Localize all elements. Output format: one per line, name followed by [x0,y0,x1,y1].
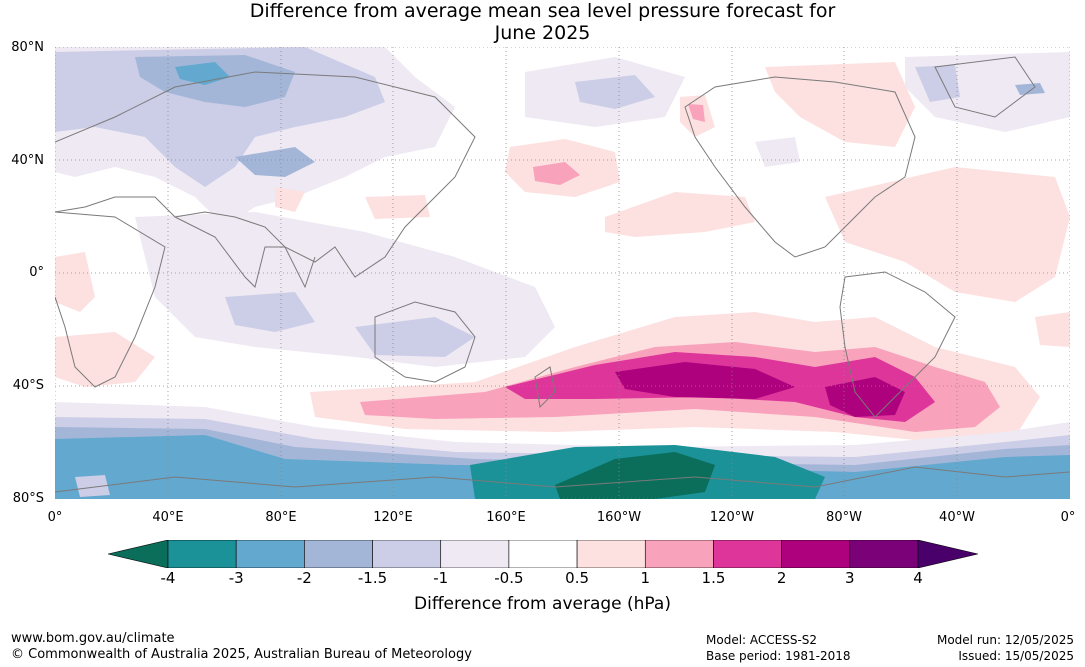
contour-pos05-africa-west [55,252,95,312]
colorbar-segment [644,539,714,569]
colorbar-arrow-low [107,539,169,569]
contour-pos05-sw-indian [55,332,155,387]
lon-label-0: 0° [47,510,63,525]
lon-label-120e: 120°E [373,510,413,525]
colorbar-tick-label: -2 [296,569,312,587]
colorbar-tick-label: 0.5 [565,569,590,587]
map-svg [55,47,1070,499]
colorbar-segment [235,539,305,569]
contour-pos05-south-atlantic-east [1035,312,1070,347]
colorbar-segment [508,539,578,569]
colorbar-tick-label: -1 [433,569,449,587]
contour-pos1-north-pacific [533,162,580,185]
contour-pos05-canada [765,62,915,147]
colorbar-segment [440,539,510,569]
lon-label-40e: 40°E [152,510,184,525]
contour-neg1-arctic [575,75,655,109]
lat-label-40s: 40°S [12,378,44,393]
lat-label-80n: 80°N [11,40,44,55]
colorbar-label: Difference from average (hPa) [414,594,671,614]
coast-africa [55,211,166,388]
contour-pos1-alaska [688,104,705,122]
footer-issued: Issued: 15/05/2025 [958,649,1074,663]
contour-neg05-canada [755,137,800,167]
coast-australia [374,301,476,383]
colorbar-segment [713,539,782,569]
contour-neg1-north [55,47,385,187]
lon-label-80w: 80°W [826,510,862,525]
title-line-2: June 2025 [494,22,591,44]
map-title: Difference from average mean sea level p… [0,0,1085,44]
colorbar-arrow-high [917,539,979,569]
contour-pos05-arabia [275,187,305,212]
colorbar-tick-label: 1.5 [701,569,726,587]
colorbar-tick-label: -3 [228,569,244,587]
footer-model: Model: ACCESS-S2 [706,633,818,647]
contour-pos2-southern [615,362,795,399]
coast-eurasia [55,71,476,278]
contour-neg4-antarctic [555,452,715,499]
colorbar [107,539,979,569]
coast-arabia-india [174,216,316,289]
contour-pos05-atlantic [825,167,1070,302]
contour-neg1-greenland-east [1015,83,1045,95]
contour-neg1-weddell [75,475,110,497]
colorbar-tick-label: -1.5 [357,569,388,587]
contour-pos05-china [365,195,430,219]
contour-neg15-east-asia [235,147,315,177]
contour-neg1-australia [355,317,475,357]
footer-base-period: Base period: 1981-2018 [706,649,851,663]
colorbar-tick-label: 4 [913,569,923,587]
coast-south-america [839,271,956,418]
coast-new-zealand [534,366,556,409]
pressure-anomaly-map [55,47,1070,499]
lon-label-120w: 120°W [709,510,755,525]
footer-model-run: Model run: 12/05/2025 [936,633,1074,647]
lat-label-40n: 40°N [11,153,44,168]
colorbar-svg [107,539,979,569]
coast-antarctica [55,466,1070,493]
lat-label-0: 0° [29,265,44,280]
lon-label-80e: 80°E [265,510,297,525]
colorbar-segment [781,539,851,569]
lon-label-40w: 40°W [939,510,975,525]
graticule [55,47,1070,499]
colorbar-segment [372,539,442,569]
colorbar-tick-label: 2 [776,569,787,587]
colorbar-tick-label: 3 [845,569,855,587]
footer-url[interactable]: www.bom.gov.au/climate [11,631,175,646]
lon-label-160w: 160°W [596,510,642,525]
coast-greenland [934,56,1036,118]
coastlines [55,56,1070,493]
contour-neg1-indian [225,292,315,332]
colorbar-tick-label: -0.5 [494,569,524,587]
lon-label-0-east: 0° [1060,510,1076,525]
colorbar-segment [849,539,919,569]
lon-label-160e: 160°E [486,510,526,525]
colorbar-segment [167,539,237,569]
contour-pos05-east-pacific [605,192,755,237]
colorbar-segment [576,539,646,569]
colorbar-tick-label: 1 [640,569,651,587]
lat-label-80s: 80°S [12,491,44,506]
footer-copyright: © Commonwealth of Australia 2025, Austra… [11,647,472,662]
colorbar-segment [304,539,373,569]
contour-neg1-greenland [915,65,960,102]
colorbar-tick-label: -4 [160,569,176,587]
coast-north-america [684,76,916,258]
title-line-1: Difference from average mean sea level p… [249,0,836,22]
